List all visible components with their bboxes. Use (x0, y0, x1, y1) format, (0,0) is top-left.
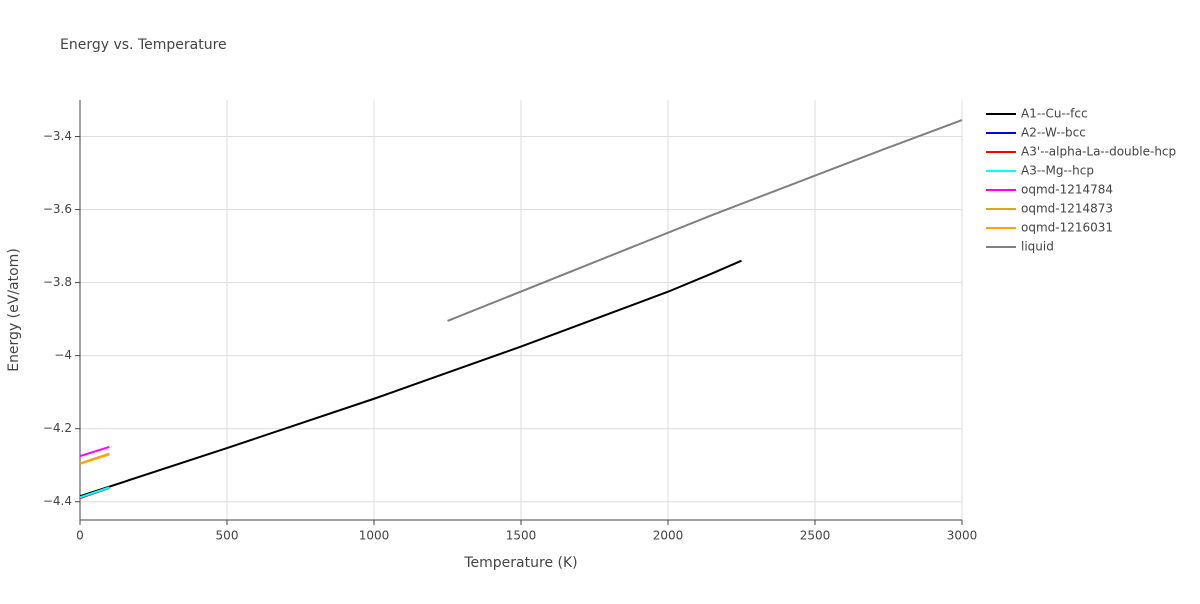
x-tick-label: 500 (216, 529, 239, 543)
y-axis-label: Energy (eV/atom) (6, 248, 22, 372)
chart-title: Energy vs. Temperature (60, 37, 227, 53)
x-tick-label: 2500 (800, 529, 831, 543)
legend-label: A1--Cu--fcc (1021, 107, 1088, 121)
y-tick-label: −3.8 (43, 275, 72, 289)
line-series (447, 119, 963, 322)
x-tick-label: 0 (76, 529, 84, 543)
y-tick-label: −3.6 (43, 202, 72, 216)
legend-label: oqmd-1216031 (1021, 221, 1113, 235)
y-tick-label: −4.4 (43, 494, 72, 508)
legend-label: A2--W--bcc (1021, 126, 1086, 140)
x-axis-label: Temperature (K) (463, 555, 577, 571)
y-tick-label: −4 (54, 348, 72, 362)
legend-label: oqmd-1214784 (1021, 183, 1113, 197)
y-tick-label: −3.4 (43, 129, 72, 143)
legend-label: liquid (1021, 240, 1054, 254)
line-series (79, 259, 742, 498)
x-tick-label: 2000 (653, 529, 684, 543)
legend-label: A3'--alpha-La--double-hcp (1021, 145, 1176, 159)
legend-label: A3--Mg--hcp (1021, 164, 1094, 178)
x-tick-label: 3000 (947, 529, 978, 543)
x-tick-label: 1000 (359, 529, 390, 543)
line-series (79, 446, 110, 458)
x-tick-label: 1500 (506, 529, 537, 543)
y-tick-label: −4.2 (43, 421, 72, 435)
line-series (79, 453, 110, 465)
line-series (79, 486, 110, 499)
legend-label: oqmd-1214873 (1021, 202, 1113, 216)
